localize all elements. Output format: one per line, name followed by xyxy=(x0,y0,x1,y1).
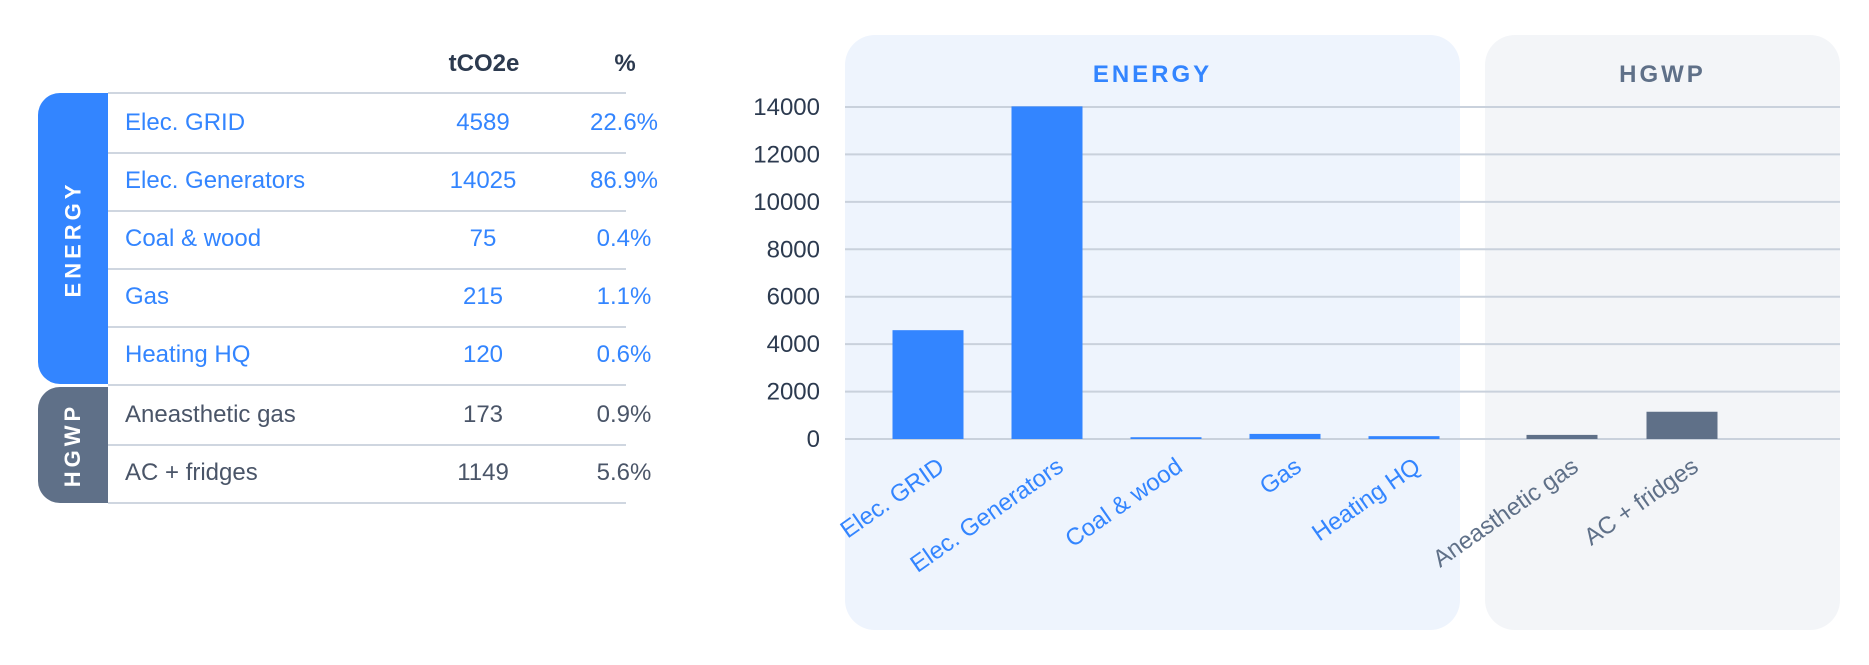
table-top-divider xyxy=(108,92,626,94)
emissions-table: tCO2e % ENERGY HGWP Elec. GRID 4589 22.6… xyxy=(0,0,700,665)
bar xyxy=(1646,411,1718,439)
row-label: AC + fridges xyxy=(125,459,258,486)
bar xyxy=(1368,436,1440,439)
y-tick-label: 6000 xyxy=(767,284,820,311)
row-tco2e: 120 xyxy=(462,341,504,368)
row-tco2e: 215 xyxy=(462,283,504,310)
group-label-hgwp: HGWP xyxy=(38,387,108,503)
y-tick-label: 8000 xyxy=(767,236,820,263)
col-header-tco2e: tCO2e xyxy=(448,50,520,77)
y-tick-label: 2000 xyxy=(767,379,820,406)
y-tick-label: 12000 xyxy=(753,141,820,168)
row-tco2e: 173 xyxy=(462,401,504,428)
row-percent: 0.4% xyxy=(596,225,652,252)
table-row: Coal & wood 75 0.4% xyxy=(108,210,651,270)
row-percent: 5.6% xyxy=(596,459,652,486)
y-tick-label: 10000 xyxy=(753,189,820,216)
row-percent: 86.9% xyxy=(589,167,659,194)
panel-title-hgwp: HGWP xyxy=(1619,61,1706,88)
group-label-energy: ENERGY xyxy=(38,93,108,384)
bar xyxy=(1011,106,1083,440)
row-tco2e: 75 xyxy=(469,225,497,252)
row-tco2e: 1149 xyxy=(457,459,509,486)
row-percent: 0.9% xyxy=(596,401,652,428)
row-percent: 0.6% xyxy=(596,341,652,368)
panel-background-energy xyxy=(845,35,1460,630)
bar xyxy=(1130,437,1202,439)
y-tick-label: 0 xyxy=(807,426,820,453)
panel-background-hgwp xyxy=(1485,35,1840,630)
y-tick-label: 4000 xyxy=(767,331,820,358)
row-label: Heating HQ xyxy=(125,341,251,368)
row-label: Coal & wood xyxy=(125,225,262,252)
row-percent: 22.6% xyxy=(589,109,659,136)
panel-title-energy: ENERGY xyxy=(1093,61,1212,88)
row-label: Aneasthetic gas xyxy=(125,401,296,428)
bar xyxy=(1526,434,1598,439)
table-row: Gas 215 1.1% xyxy=(108,268,651,328)
table-row: Heating HQ 120 0.6% xyxy=(108,326,651,386)
table-row: Elec. Generators 14025 86.9% xyxy=(108,152,658,212)
y-tick-label: 14000 xyxy=(753,94,820,121)
row-label: Elec. Generators xyxy=(125,167,306,194)
bar xyxy=(892,330,964,439)
bar xyxy=(1249,433,1321,439)
row-tco2e: 14025 xyxy=(449,167,517,194)
row-tco2e: 4589 xyxy=(456,109,510,136)
row-percent: 1.1% xyxy=(596,283,652,310)
row-label: Elec. GRID xyxy=(125,109,246,136)
table-row: Aneasthetic gas 173 0.9% xyxy=(108,386,651,446)
col-header-percent: % xyxy=(614,50,636,77)
row-label: Gas xyxy=(125,283,170,310)
table-row: AC + fridges 1149 5.6% xyxy=(108,444,651,504)
table-row: Elec. GRID 4589 22.6% xyxy=(108,94,658,154)
